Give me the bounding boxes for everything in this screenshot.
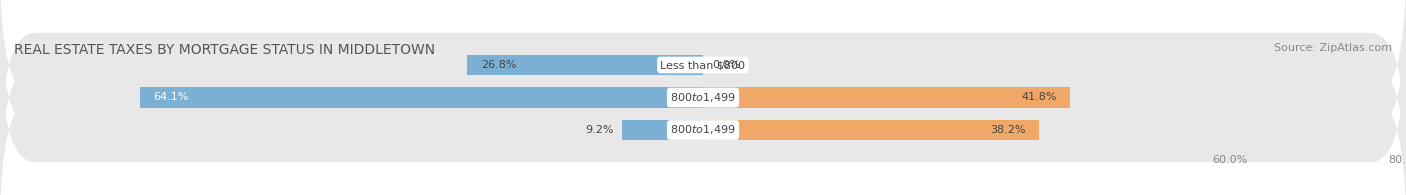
Bar [703,120,1039,140]
Text: $800 to $1,499: $800 to $1,499 [671,91,735,104]
Text: 26.8%: 26.8% [481,60,516,70]
Text: 9.2%: 9.2% [585,125,613,135]
FancyBboxPatch shape [0,0,1406,163]
Text: 38.2%: 38.2% [990,125,1025,135]
FancyBboxPatch shape [0,32,1406,195]
Text: Less than $800: Less than $800 [661,60,745,70]
Text: 41.8%: 41.8% [1022,92,1057,103]
Bar [139,87,703,108]
Bar [621,120,703,140]
Text: REAL ESTATE TAXES BY MORTGAGE STATUS IN MIDDLETOWN: REAL ESTATE TAXES BY MORTGAGE STATUS IN … [14,43,436,57]
Bar [703,87,1070,108]
Text: 0.0%: 0.0% [711,60,740,70]
Text: $800 to $1,499: $800 to $1,499 [671,123,735,136]
Text: 64.1%: 64.1% [153,92,188,103]
Bar [467,55,703,75]
Text: Source: ZipAtlas.com: Source: ZipAtlas.com [1274,43,1392,53]
